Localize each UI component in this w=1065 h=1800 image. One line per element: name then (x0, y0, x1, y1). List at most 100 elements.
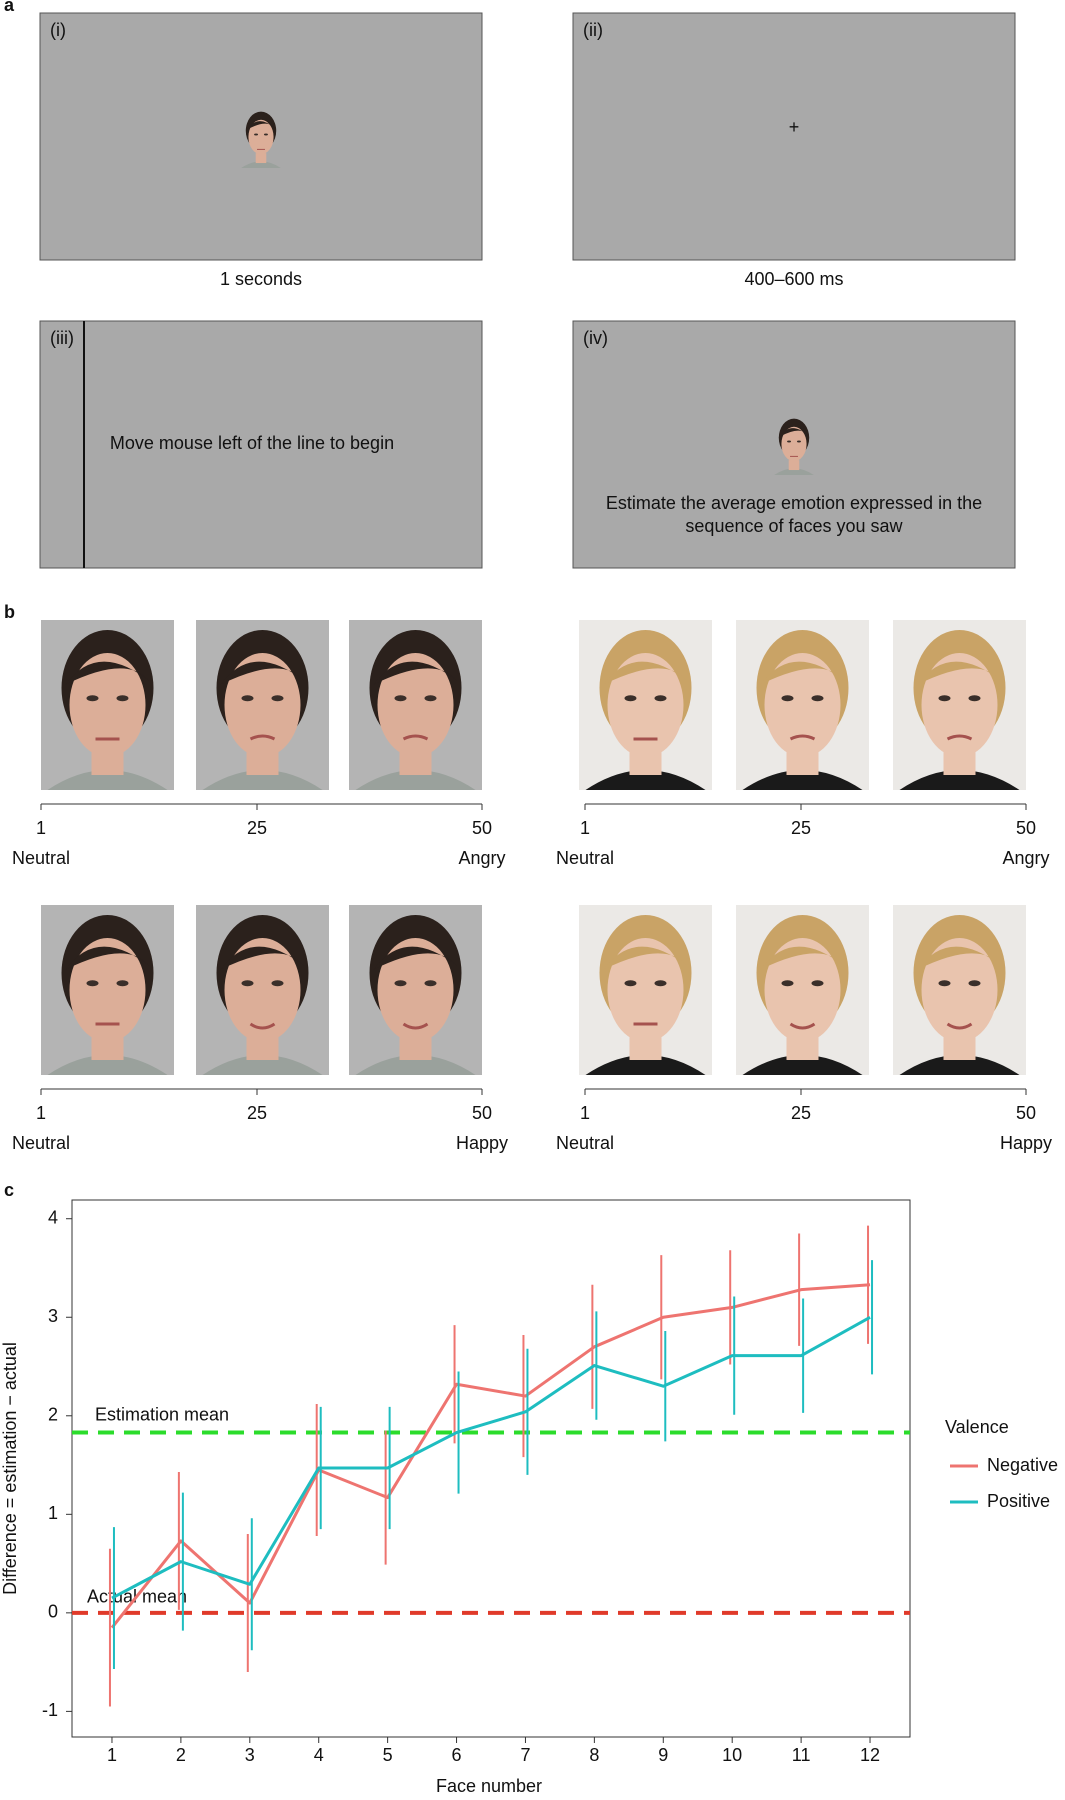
fringe (603, 661, 688, 685)
face-skin (224, 653, 301, 757)
eye (241, 980, 254, 987)
plot-area (71, 1199, 911, 1738)
screen-caption: 1 seconds (220, 269, 302, 289)
y-tick-label: 0 (48, 1602, 58, 1622)
eye (654, 980, 667, 987)
fringe (65, 946, 150, 970)
fringe (373, 661, 458, 685)
face-image (736, 620, 869, 790)
eye (811, 695, 824, 702)
face-skin (377, 653, 454, 757)
screen-tag: (iii) (50, 328, 74, 348)
eye (424, 980, 437, 987)
scale-tick-label: 1 (36, 818, 46, 838)
eye (968, 695, 981, 702)
shirt (355, 770, 476, 790)
x-tick-label: 3 (245, 1745, 255, 1765)
scale-tick-label: 50 (1016, 1103, 1036, 1123)
x-tick-label: 10 (722, 1745, 742, 1765)
eye (781, 980, 794, 987)
y-tick-label: 4 (48, 1207, 58, 1227)
face-image (196, 905, 329, 1075)
fringe (917, 946, 1002, 970)
panel-label: a (4, 0, 15, 15)
eye (394, 980, 407, 987)
fringe (220, 661, 305, 685)
y-tick-label: -1 (42, 1700, 58, 1720)
face-skin (764, 653, 841, 757)
face-image (893, 905, 1026, 1075)
face-image (774, 418, 814, 475)
x-axis-label: Face number (436, 1776, 542, 1796)
screen-caption: 400–600 ms (744, 269, 843, 289)
scale-tick-label: 50 (472, 818, 492, 838)
y-tick-label: 2 (48, 1405, 58, 1425)
scale-tick-label: 25 (247, 818, 267, 838)
reference-label: Estimation mean (95, 1404, 229, 1424)
face-image (196, 620, 329, 790)
x-tick-label: 1 (107, 1745, 117, 1765)
face-skin (607, 653, 684, 757)
shirt (202, 1055, 323, 1075)
face-image (349, 905, 482, 1075)
scale-end-label: Neutral (12, 1133, 70, 1153)
eye (938, 695, 951, 702)
shirt (899, 1055, 1020, 1075)
x-tick-label: 12 (860, 1745, 880, 1765)
panel-label: c (4, 1180, 14, 1200)
face-skin (781, 426, 807, 462)
eye (263, 133, 268, 136)
scale-tick-label: 1 (580, 1103, 590, 1123)
fringe (373, 946, 458, 970)
eye (424, 695, 437, 702)
mouth (946, 734, 973, 741)
face-skin (224, 938, 301, 1042)
x-tick-label: 4 (314, 1745, 324, 1765)
scale-tick-label: 25 (247, 1103, 267, 1123)
face-skin (764, 938, 841, 1042)
face-image (579, 620, 712, 790)
face-skin (248, 119, 274, 155)
scale-end-label: Happy (456, 1133, 508, 1153)
face-image (893, 620, 1026, 790)
scale-end-label: Neutral (556, 1133, 614, 1153)
fringe (760, 661, 845, 685)
mouth (402, 1022, 429, 1030)
face-image (736, 905, 869, 1075)
eye (624, 695, 637, 702)
shirt (47, 770, 168, 790)
shirt (742, 770, 863, 790)
face-image (41, 620, 174, 790)
eye (271, 980, 284, 987)
series-line (110, 1283, 871, 1629)
screen (39, 320, 483, 569)
x-tick-label: 6 (452, 1745, 462, 1765)
y-tick-label: 1 (48, 1503, 58, 1523)
y-tick-label: 3 (48, 1306, 58, 1326)
eye (938, 980, 951, 987)
scale-end-label: Angry (1002, 848, 1049, 868)
scale-tick-label: 50 (1016, 818, 1036, 838)
mouth (946, 1022, 973, 1030)
scale-tick-label: 1 (36, 1103, 46, 1123)
eye (968, 980, 981, 987)
scale-tick-label: 25 (791, 818, 811, 838)
shirt (742, 1055, 863, 1075)
scale-end-label: Happy (1000, 1133, 1052, 1153)
y-axis-label: Difference = estimation − actual (0, 1342, 20, 1595)
face-skin (377, 938, 454, 1042)
face-image (41, 905, 174, 1075)
x-tick-label: 9 (658, 1745, 668, 1765)
screen-tag: (ii) (583, 20, 603, 40)
screen-tag: (i) (50, 20, 66, 40)
eye (241, 695, 254, 702)
eye (254, 133, 259, 136)
fringe (603, 946, 688, 970)
fringe (65, 661, 150, 685)
shirt (355, 1055, 476, 1075)
face-skin (921, 938, 998, 1042)
legend-title: Valence (945, 1417, 1009, 1437)
eye (654, 695, 667, 702)
mouth (789, 1022, 816, 1030)
